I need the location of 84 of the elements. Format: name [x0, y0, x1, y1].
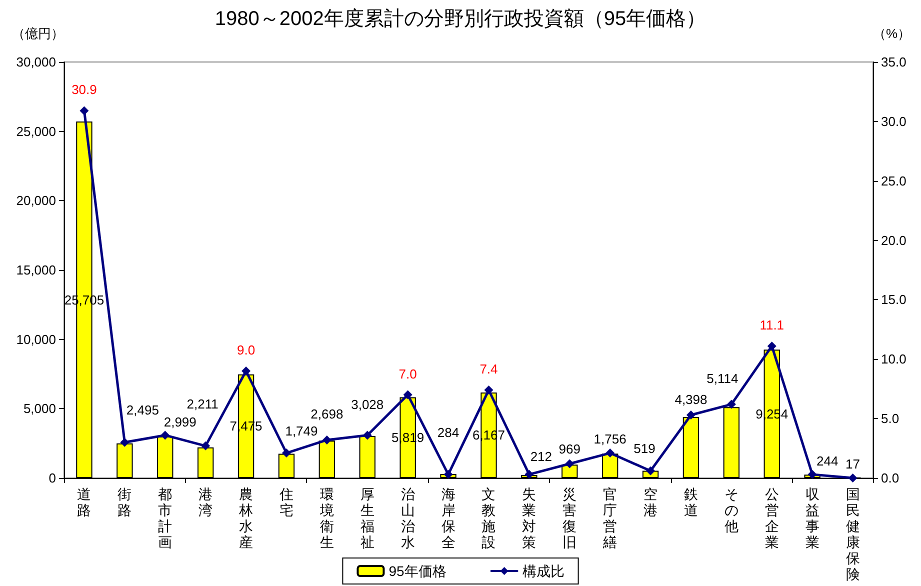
point	[120, 438, 130, 447]
data-label: 2,211	[186, 396, 218, 412]
point	[362, 430, 372, 440]
x-tick-label: 公営企業	[764, 487, 779, 551]
data-label: 2,495	[126, 402, 159, 418]
y2-tick-label: 25.0	[881, 173, 906, 188]
x-tick-label: 厚生福祉	[360, 487, 374, 551]
data-label: 2,698	[310, 406, 344, 422]
x-tick-label: 海岸保全	[441, 487, 456, 551]
data-label: 17	[846, 456, 860, 472]
point	[565, 459, 574, 468]
x-tick-label: 街路	[118, 487, 132, 519]
data-label: 11.1	[760, 318, 784, 333]
point	[80, 106, 89, 116]
y-tick-label: 20,000	[16, 193, 56, 208]
y2-tick-label: 30.0	[881, 114, 906, 129]
x-tick-label: 文教施設	[482, 487, 496, 551]
data-label: 969	[558, 442, 580, 457]
data-label: 212	[530, 449, 552, 464]
x-tick-label: その他	[724, 487, 738, 535]
chart-title: 1980～2002年度累計の分野別行政投資額（95年価格）	[214, 8, 706, 30]
x-tick-label: 環境衛生	[320, 487, 334, 551]
point	[403, 390, 412, 400]
y-tick-label: 10,000	[16, 332, 56, 347]
x-tick-label: 港湾	[198, 487, 213, 519]
x-tick-label: 官庁営繕	[603, 487, 618, 551]
data-label: 1,756	[594, 432, 626, 447]
y2-tick-label: 10.0	[881, 352, 906, 367]
data-label: 5,114	[706, 371, 738, 386]
point	[322, 435, 332, 444]
data-label: 7.4	[480, 362, 498, 377]
point	[282, 448, 291, 458]
x-tick-label: 道路	[77, 487, 92, 519]
y-tick-label: 5,000	[23, 401, 56, 416]
x-tick-label: 農林水産	[239, 487, 254, 551]
data-label: 284	[437, 425, 460, 440]
point	[484, 386, 494, 395]
x-tick-label: 国民健康保険	[846, 487, 860, 583]
y2-tick-label: 15.0	[881, 292, 906, 308]
point	[524, 470, 534, 479]
legend-label: 95年価格	[388, 563, 446, 579]
point	[686, 410, 696, 420]
point	[160, 430, 170, 440]
y-tick-label: 30,000	[16, 54, 56, 70]
data-label: 5,819	[392, 430, 424, 446]
point	[444, 470, 453, 479]
data-label: 30.9	[72, 82, 97, 98]
x-tick-label: 治山治水	[400, 487, 415, 551]
data-label: 519	[634, 440, 656, 456]
data-label: 9,254	[756, 406, 788, 422]
legend-label: 構成比	[522, 563, 564, 579]
y2-tick-label: 5.0	[881, 411, 900, 426]
x-tick-label: 都市計画	[158, 487, 172, 551]
data-label: 4,398	[674, 392, 708, 408]
data-label: 7.0	[398, 366, 417, 382]
y-tick-label: 15,000	[16, 262, 56, 278]
y-tick-label: 0	[48, 470, 56, 486]
data-label: 2,999	[164, 414, 196, 430]
x-tick-label: 鉄道	[684, 487, 698, 519]
y2-tick-label: 35.0	[881, 54, 906, 70]
y-tick-label: 25,000	[16, 124, 56, 139]
data-label: 6,167	[472, 428, 505, 443]
point	[606, 448, 615, 458]
data-label: 3,028	[351, 397, 384, 412]
data-label: 9.0	[236, 342, 256, 358]
data-label: 7,475	[230, 418, 262, 434]
y2-tick-label: 20.0	[881, 232, 906, 248]
y-axis-title: （億円）	[12, 26, 64, 41]
x-tick-label: 空港	[644, 487, 658, 519]
point	[848, 474, 858, 482]
x-tick-label: 失業対策	[522, 487, 536, 551]
point	[808, 470, 817, 479]
point	[242, 366, 251, 376]
x-tick-label: 住宅	[279, 487, 294, 519]
point	[726, 400, 736, 409]
point	[201, 441, 210, 450]
point	[646, 466, 656, 476]
y2-tick-label: 0.0	[881, 470, 900, 486]
point	[767, 342, 776, 351]
data-label: 244	[816, 454, 838, 469]
x-tick-label: 災害復旧	[562, 487, 577, 551]
data-label: 1,749	[285, 424, 318, 439]
x-tick-label: 収益事業	[805, 487, 820, 551]
y2-axis-title: （%）	[873, 26, 911, 41]
